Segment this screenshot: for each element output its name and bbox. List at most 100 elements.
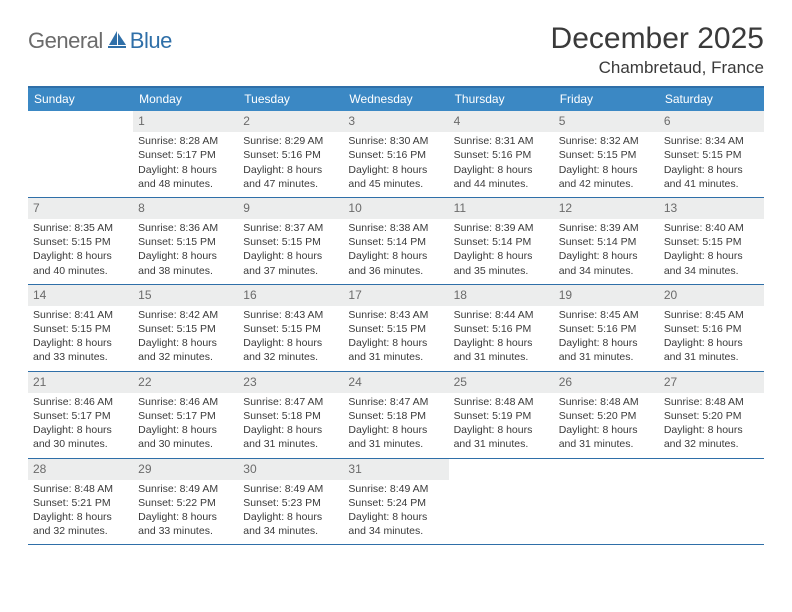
day-cell: 9Sunrise: 8:37 AMSunset: 5:15 PMDaylight… bbox=[238, 198, 343, 284]
sunrise-line: Sunrise: 8:37 AM bbox=[243, 221, 341, 235]
day-body: Sunrise: 8:31 AMSunset: 5:16 PMDaylight:… bbox=[449, 132, 554, 197]
day-body: Sunrise: 8:43 AMSunset: 5:15 PMDaylight:… bbox=[238, 306, 343, 371]
month-title: December 2025 bbox=[551, 22, 764, 56]
sunset-line: Sunset: 5:15 PM bbox=[138, 235, 236, 249]
daylight-line: Daylight: 8 hours and 40 minutes. bbox=[33, 249, 131, 277]
daylight-line: Daylight: 8 hours and 32 minutes. bbox=[33, 510, 131, 538]
logo: General Blue bbox=[28, 22, 172, 54]
sunset-line: Sunset: 5:14 PM bbox=[454, 235, 552, 249]
logo-sail-icon bbox=[107, 30, 127, 53]
day-cell: 21Sunrise: 8:46 AMSunset: 5:17 PMDayligh… bbox=[28, 372, 133, 458]
week-row: 14Sunrise: 8:41 AMSunset: 5:15 PMDayligh… bbox=[28, 285, 764, 372]
day-cell: 17Sunrise: 8:43 AMSunset: 5:15 PMDayligh… bbox=[343, 285, 448, 371]
day-body: Sunrise: 8:48 AMSunset: 5:20 PMDaylight:… bbox=[659, 393, 764, 458]
daylight-line: Daylight: 8 hours and 41 minutes. bbox=[664, 163, 762, 191]
day-body: Sunrise: 8:38 AMSunset: 5:14 PMDaylight:… bbox=[343, 219, 448, 284]
day-cell: 6Sunrise: 8:34 AMSunset: 5:15 PMDaylight… bbox=[659, 111, 764, 197]
day-cell: 16Sunrise: 8:43 AMSunset: 5:15 PMDayligh… bbox=[238, 285, 343, 371]
day-cell: 23Sunrise: 8:47 AMSunset: 5:18 PMDayligh… bbox=[238, 372, 343, 458]
day-body: Sunrise: 8:47 AMSunset: 5:18 PMDaylight:… bbox=[343, 393, 448, 458]
sunrise-line: Sunrise: 8:32 AM bbox=[559, 134, 657, 148]
day-body: Sunrise: 8:49 AMSunset: 5:22 PMDaylight:… bbox=[133, 480, 238, 545]
sunrise-line: Sunrise: 8:43 AM bbox=[348, 308, 446, 322]
weekday-thursday: Thursday bbox=[449, 88, 554, 111]
day-body: Sunrise: 8:41 AMSunset: 5:15 PMDaylight:… bbox=[28, 306, 133, 371]
weekday-header-row: Sunday Monday Tuesday Wednesday Thursday… bbox=[28, 88, 764, 111]
sunset-line: Sunset: 5:15 PM bbox=[243, 235, 341, 249]
sunrise-line: Sunrise: 8:46 AM bbox=[33, 395, 131, 409]
daylight-line: Daylight: 8 hours and 34 minutes. bbox=[664, 249, 762, 277]
day-number: 18 bbox=[449, 285, 554, 306]
day-body: Sunrise: 8:32 AMSunset: 5:15 PMDaylight:… bbox=[554, 132, 659, 197]
day-number: 15 bbox=[133, 285, 238, 306]
week-row: 7Sunrise: 8:35 AMSunset: 5:15 PMDaylight… bbox=[28, 198, 764, 285]
sunset-line: Sunset: 5:14 PM bbox=[348, 235, 446, 249]
day-cell: 15Sunrise: 8:42 AMSunset: 5:15 PMDayligh… bbox=[133, 285, 238, 371]
day-number: 22 bbox=[133, 372, 238, 393]
daylight-line: Daylight: 8 hours and 31 minutes. bbox=[454, 336, 552, 364]
day-number: 25 bbox=[449, 372, 554, 393]
calendar-grid: Sunday Monday Tuesday Wednesday Thursday… bbox=[28, 86, 764, 545]
sunrise-line: Sunrise: 8:34 AM bbox=[664, 134, 762, 148]
page-header: General Blue December 2025 Chambretaud, … bbox=[28, 22, 764, 78]
day-cell: 20Sunrise: 8:45 AMSunset: 5:16 PMDayligh… bbox=[659, 285, 764, 371]
daylight-line: Daylight: 8 hours and 31 minutes. bbox=[559, 336, 657, 364]
day-cell: 22Sunrise: 8:46 AMSunset: 5:17 PMDayligh… bbox=[133, 372, 238, 458]
weekday-friday: Friday bbox=[554, 88, 659, 111]
day-body: Sunrise: 8:39 AMSunset: 5:14 PMDaylight:… bbox=[554, 219, 659, 284]
sunset-line: Sunset: 5:17 PM bbox=[138, 409, 236, 423]
day-body: Sunrise: 8:49 AMSunset: 5:24 PMDaylight:… bbox=[343, 480, 448, 545]
sunrise-line: Sunrise: 8:48 AM bbox=[33, 482, 131, 496]
sunset-line: Sunset: 5:15 PM bbox=[33, 322, 131, 336]
day-number: 4 bbox=[449, 111, 554, 132]
sunset-line: Sunset: 5:20 PM bbox=[664, 409, 762, 423]
day-number: 13 bbox=[659, 198, 764, 219]
day-cell: 28Sunrise: 8:48 AMSunset: 5:21 PMDayligh… bbox=[28, 459, 133, 545]
sunrise-line: Sunrise: 8:46 AM bbox=[138, 395, 236, 409]
day-body: Sunrise: 8:46 AMSunset: 5:17 PMDaylight:… bbox=[28, 393, 133, 458]
day-cell: 14Sunrise: 8:41 AMSunset: 5:15 PMDayligh… bbox=[28, 285, 133, 371]
weeks-container: 1Sunrise: 8:28 AMSunset: 5:17 PMDaylight… bbox=[28, 111, 764, 545]
day-body: Sunrise: 8:48 AMSunset: 5:20 PMDaylight:… bbox=[554, 393, 659, 458]
daylight-line: Daylight: 8 hours and 33 minutes. bbox=[138, 510, 236, 538]
day-body: Sunrise: 8:44 AMSunset: 5:16 PMDaylight:… bbox=[449, 306, 554, 371]
day-body: Sunrise: 8:39 AMSunset: 5:14 PMDaylight:… bbox=[449, 219, 554, 284]
day-body: Sunrise: 8:37 AMSunset: 5:15 PMDaylight:… bbox=[238, 219, 343, 284]
daylight-line: Daylight: 8 hours and 48 minutes. bbox=[138, 163, 236, 191]
sunset-line: Sunset: 5:15 PM bbox=[348, 322, 446, 336]
day-body: Sunrise: 8:40 AMSunset: 5:15 PMDaylight:… bbox=[659, 219, 764, 284]
day-cell: 2Sunrise: 8:29 AMSunset: 5:16 PMDaylight… bbox=[238, 111, 343, 197]
day-cell bbox=[449, 459, 554, 545]
daylight-line: Daylight: 8 hours and 31 minutes. bbox=[348, 336, 446, 364]
daylight-line: Daylight: 8 hours and 31 minutes. bbox=[243, 423, 341, 451]
daylight-line: Daylight: 8 hours and 34 minutes. bbox=[243, 510, 341, 538]
day-body: Sunrise: 8:34 AMSunset: 5:15 PMDaylight:… bbox=[659, 132, 764, 197]
day-number: 31 bbox=[343, 459, 448, 480]
day-cell: 7Sunrise: 8:35 AMSunset: 5:15 PMDaylight… bbox=[28, 198, 133, 284]
logo-text-blue: Blue bbox=[130, 28, 172, 54]
sunset-line: Sunset: 5:19 PM bbox=[454, 409, 552, 423]
location-label: Chambretaud, France bbox=[551, 58, 764, 78]
day-cell: 12Sunrise: 8:39 AMSunset: 5:14 PMDayligh… bbox=[554, 198, 659, 284]
day-body: Sunrise: 8:48 AMSunset: 5:19 PMDaylight:… bbox=[449, 393, 554, 458]
day-number: 28 bbox=[28, 459, 133, 480]
day-cell bbox=[554, 459, 659, 545]
daylight-line: Daylight: 8 hours and 31 minutes. bbox=[559, 423, 657, 451]
weekday-sunday: Sunday bbox=[28, 88, 133, 111]
sunrise-line: Sunrise: 8:49 AM bbox=[348, 482, 446, 496]
sunset-line: Sunset: 5:21 PM bbox=[33, 496, 131, 510]
day-body: Sunrise: 8:48 AMSunset: 5:21 PMDaylight:… bbox=[28, 480, 133, 545]
day-cell: 26Sunrise: 8:48 AMSunset: 5:20 PMDayligh… bbox=[554, 372, 659, 458]
title-block: December 2025 Chambretaud, France bbox=[551, 22, 764, 78]
day-cell: 25Sunrise: 8:48 AMSunset: 5:19 PMDayligh… bbox=[449, 372, 554, 458]
day-number: 30 bbox=[238, 459, 343, 480]
day-number: 19 bbox=[554, 285, 659, 306]
day-cell: 11Sunrise: 8:39 AMSunset: 5:14 PMDayligh… bbox=[449, 198, 554, 284]
day-body: Sunrise: 8:43 AMSunset: 5:15 PMDaylight:… bbox=[343, 306, 448, 371]
sunrise-line: Sunrise: 8:35 AM bbox=[33, 221, 131, 235]
daylight-line: Daylight: 8 hours and 32 minutes. bbox=[138, 336, 236, 364]
sunset-line: Sunset: 5:17 PM bbox=[138, 148, 236, 162]
day-cell: 8Sunrise: 8:36 AMSunset: 5:15 PMDaylight… bbox=[133, 198, 238, 284]
day-cell: 19Sunrise: 8:45 AMSunset: 5:16 PMDayligh… bbox=[554, 285, 659, 371]
day-body: Sunrise: 8:46 AMSunset: 5:17 PMDaylight:… bbox=[133, 393, 238, 458]
